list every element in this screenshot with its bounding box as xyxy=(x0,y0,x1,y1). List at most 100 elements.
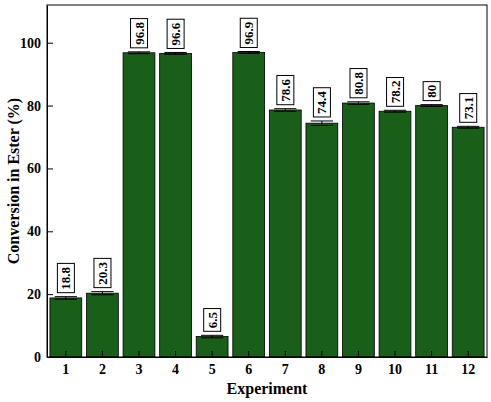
error-bars xyxy=(55,52,480,338)
data-label: 80 xyxy=(423,82,440,101)
x-tick-label: 8 xyxy=(318,362,325,377)
bar xyxy=(452,127,484,357)
data-label-text: 78.6 xyxy=(278,78,293,101)
x-tick: 5 xyxy=(209,351,216,377)
data-label-text: 80 xyxy=(424,85,439,98)
error-bar xyxy=(384,110,406,112)
bar xyxy=(416,106,448,357)
y-axis-title: Conversion in Ester (%) xyxy=(5,98,23,264)
error-bar xyxy=(347,102,369,105)
x-tick-mark xyxy=(321,351,322,357)
bar xyxy=(306,123,338,357)
x-tick: 4 xyxy=(172,351,179,377)
data-label-text: 80.8 xyxy=(351,72,366,95)
plot: 02040608010012345678910111218.820.396.89… xyxy=(20,5,488,377)
y-tick: 20 xyxy=(27,287,53,302)
data-label-text: 18.8 xyxy=(58,266,73,289)
y-axis: 020406080100 xyxy=(20,6,53,365)
x-tick-label: 12 xyxy=(461,362,475,377)
y-tick-label: 20 xyxy=(27,287,41,302)
data-label: 78.2 xyxy=(387,78,404,107)
data-label-box xyxy=(131,19,148,48)
y-tick: 60 xyxy=(27,161,53,176)
plot-frame xyxy=(47,5,487,357)
bar xyxy=(123,53,155,357)
data-label-box xyxy=(57,263,74,292)
y-tick: 40 xyxy=(27,224,53,239)
x-tick-mark xyxy=(285,351,286,357)
error-bar xyxy=(311,121,333,125)
x-tick-mark xyxy=(358,351,359,357)
data-label: 80.8 xyxy=(350,69,367,98)
data-label: 6.5 xyxy=(204,309,221,332)
bar xyxy=(269,110,301,357)
data-label-text: 96.6 xyxy=(168,22,183,45)
data-label-text: 20.3 xyxy=(95,261,110,284)
x-tick-mark xyxy=(138,351,139,357)
data-labels: 18.8 20.3 96.8 96.6 6.5 96.9 78.6 74.4 80.8 78.2 8… xyxy=(57,18,476,331)
error-bar xyxy=(55,297,77,300)
x-tick-label: 7 xyxy=(282,362,289,377)
bar xyxy=(233,52,265,357)
x-tick-label: 10 xyxy=(388,362,402,377)
error-bar xyxy=(164,52,186,54)
bar xyxy=(87,293,119,357)
data-label-box xyxy=(167,19,184,48)
data-label-box xyxy=(240,18,257,47)
x-tick-mark xyxy=(102,351,103,357)
data-label-text: 96.9 xyxy=(241,21,256,44)
x-tick: 8 xyxy=(318,351,325,377)
y-tick-mark xyxy=(47,43,53,44)
y-tick: 100 xyxy=(20,36,53,51)
x-tick: 10 xyxy=(388,351,402,377)
data-label: 18.8 xyxy=(57,263,74,292)
x-tick-label: 4 xyxy=(172,362,179,377)
bar xyxy=(160,53,192,357)
x-tick: 12 xyxy=(461,351,475,377)
x-tick-label: 11 xyxy=(425,362,438,377)
x-tick: 1 xyxy=(62,351,69,377)
bar xyxy=(50,298,82,357)
data-label: 96.8 xyxy=(131,19,148,48)
error-bar xyxy=(91,292,113,295)
x-tick: 2 xyxy=(99,351,106,377)
y-tick-mark xyxy=(47,231,53,232)
x-tick-mark xyxy=(248,351,249,357)
x-tick-label: 6 xyxy=(245,362,252,377)
x-tick: 6 xyxy=(245,351,252,377)
x-tick-mark xyxy=(175,351,176,357)
data-label-box xyxy=(460,94,477,123)
data-label-text: 78.2 xyxy=(388,81,403,104)
data-label-box xyxy=(277,75,294,104)
x-tick-mark xyxy=(395,351,396,357)
x-tick-label: 5 xyxy=(209,362,216,377)
data-label: 74.4 xyxy=(313,88,330,117)
data-label: 96.6 xyxy=(167,19,184,48)
y-tick-label: 60 xyxy=(27,161,41,176)
x-axis-title: Experiment xyxy=(227,380,309,398)
x-tick-label: 2 xyxy=(99,362,106,377)
data-label-box xyxy=(387,78,404,107)
data-label: 96.9 xyxy=(240,18,257,47)
data-label-text: 73.1 xyxy=(461,97,476,120)
error-bar xyxy=(457,126,479,128)
data-label: 73.1 xyxy=(460,94,477,123)
y-tick: 80 xyxy=(27,99,53,114)
x-tick-label: 9 xyxy=(355,362,362,377)
bar xyxy=(196,337,228,357)
bar xyxy=(379,111,411,357)
data-label-text: 6.5 xyxy=(205,312,220,329)
error-bar xyxy=(274,109,296,112)
x-tick-mark xyxy=(65,351,66,357)
data-label-box xyxy=(94,258,111,287)
x-tick: 9 xyxy=(355,351,362,377)
error-bar xyxy=(238,52,260,54)
error-bar xyxy=(201,335,223,338)
x-tick-mark xyxy=(468,351,469,357)
data-label-box xyxy=(423,82,440,101)
data-label-box xyxy=(313,88,330,117)
bar xyxy=(343,103,375,357)
data-label-text: 96.8 xyxy=(132,22,147,45)
y-tick-mark xyxy=(47,294,53,295)
data-label: 78.6 xyxy=(277,75,294,104)
